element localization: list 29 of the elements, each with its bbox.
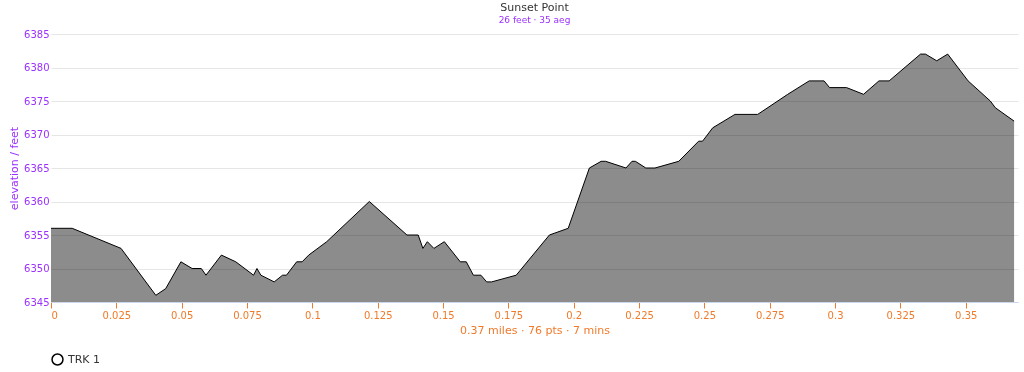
x-tick-label: 0.125	[363, 309, 393, 321]
x-tick-label: 0.05	[171, 309, 194, 321]
x-tick-label: 0.2	[566, 309, 583, 321]
y-tick-label: 6360	[24, 196, 50, 207]
x-tick-label: 0.1	[304, 309, 321, 321]
y-tick-label: 6375	[24, 95, 50, 107]
y-tick-label: 6365	[24, 162, 50, 174]
x-tick-label: 0.25	[693, 309, 717, 321]
x-tick-label: 0.15	[432, 309, 455, 321]
legend-label: TRK 1	[67, 352, 101, 366]
y-tick-label: 6350	[24, 263, 50, 274]
x-tick-label: 0.075	[233, 309, 262, 321]
chart-subtitle: 26 feet · 35 aeg	[498, 15, 571, 25]
x-tick-label: 0.35	[955, 309, 978, 321]
x-tick-label: 0.225	[625, 309, 654, 321]
x-tick-label: 0.175	[494, 309, 524, 321]
y-tick-label: 6355	[24, 229, 50, 241]
y-tick-label: 6380	[24, 62, 50, 73]
x-tick-label: 0.325	[886, 309, 916, 321]
y-axis-title: elevation / feet	[8, 126, 22, 211]
y-tick-label: 6385	[24, 28, 50, 40]
x-tick-label: 0.025	[102, 309, 132, 321]
text: 0.37 miles · 76 pts · 7 mins	[460, 323, 611, 337]
x-tick-label: 0	[51, 309, 58, 321]
x-tick-label: 0.3	[827, 309, 844, 321]
y-tick-label: 6370	[24, 129, 50, 140]
x-tick-label: 0.275	[755, 309, 785, 321]
chart-title: Sunset Point	[500, 1, 570, 14]
y-tick-label: 6345	[24, 296, 50, 308]
